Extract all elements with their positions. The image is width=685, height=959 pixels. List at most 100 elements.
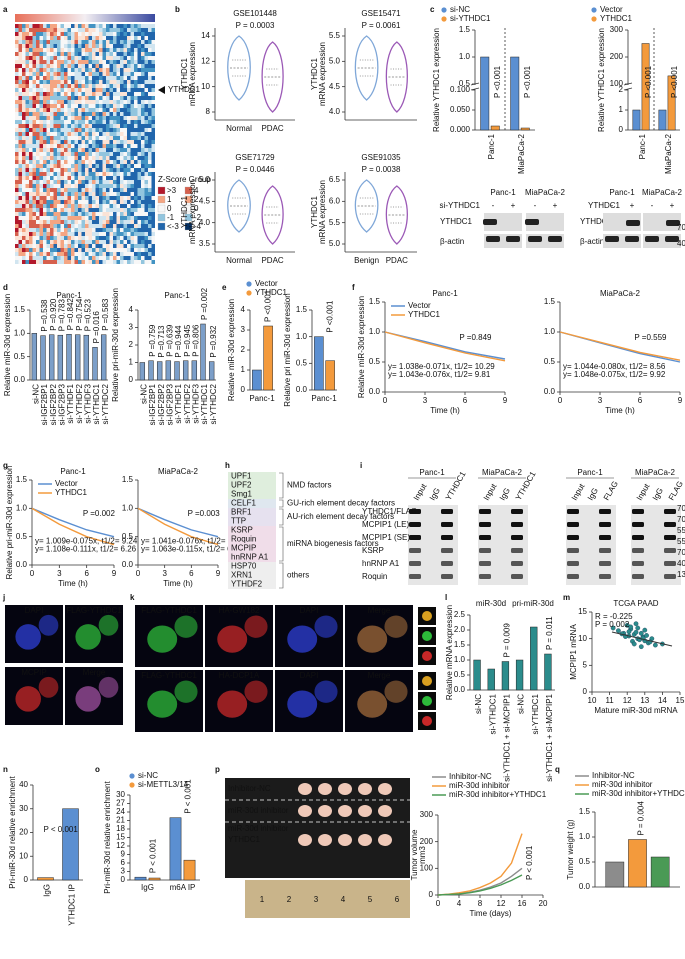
heatmap-cell (99, 136, 103, 140)
x-tick-label: 9 (503, 396, 508, 405)
heatmap-cell (85, 104, 89, 108)
inset-dot (422, 611, 432, 621)
heatmap-cell (116, 172, 120, 176)
heatmap-cell (39, 192, 43, 196)
tumor (338, 783, 352, 795)
heatmap-cell (60, 168, 64, 172)
heatmap-cell (43, 148, 47, 152)
heatmap-cell (15, 104, 19, 108)
heatmap-cell (81, 88, 85, 92)
heatmap-cell (67, 60, 71, 64)
x-axis-label: Time (h) (58, 579, 88, 588)
heatmap-cell (15, 236, 19, 240)
heatmap-cell (106, 24, 110, 28)
x-tick-label: si-NC (31, 384, 40, 404)
heatmap-cell (46, 64, 50, 68)
heatmap-cell (60, 136, 64, 140)
heatmap-cell (71, 52, 75, 56)
heatmap-cell (113, 72, 117, 76)
label: MiaPaCa-2 (635, 468, 676, 477)
heatmap-cell (32, 208, 36, 212)
y-axis-label: Relative YTHDC1 expression (432, 28, 441, 132)
heatmap-cell (25, 80, 29, 84)
heatmap-cell (53, 108, 57, 112)
plot-title: Panc-1 (56, 291, 82, 300)
heatmap-cell (109, 152, 113, 156)
p-value: P =0.639 (165, 324, 174, 357)
legend-label: si-NC (138, 771, 158, 780)
heatmap-cell (22, 224, 26, 228)
heatmap-cell (134, 72, 138, 76)
heatmap-cell (74, 196, 78, 200)
heatmap-cell (50, 128, 54, 132)
heatmap-cell (148, 88, 152, 92)
heatmap-cell (99, 68, 103, 72)
nucleus (357, 690, 388, 718)
label: HA-GW182 (219, 606, 260, 615)
heatmap-cell (127, 128, 131, 132)
heatmap-cell (29, 244, 33, 248)
heatmap-cell (18, 156, 22, 160)
heatmap-cell (106, 80, 110, 84)
heatmap-cell (102, 48, 106, 52)
heatmap-cell (67, 172, 71, 176)
heatmap-cell (85, 68, 89, 72)
heatmap-cell (130, 176, 134, 180)
label: Panc-1 (490, 188, 516, 197)
bar (48, 334, 55, 381)
heatmap-cell (74, 136, 78, 140)
heatmap-cell (127, 216, 131, 220)
heatmap-cell (123, 128, 127, 132)
heatmap-cell (74, 116, 78, 120)
heatmap-cell (116, 64, 120, 68)
heatmap-cell (113, 260, 117, 264)
legend-label: YTHDC1 (600, 14, 633, 23)
bar (83, 334, 90, 381)
heatmap-cell (92, 236, 96, 240)
heatmap-cell (95, 48, 99, 52)
heatmap-cell (32, 36, 36, 40)
heatmap-cell (95, 60, 99, 64)
heatmap-cell (141, 96, 145, 100)
heatmap-cell (57, 244, 61, 248)
heatmap-cell (109, 156, 113, 160)
heatmap-cell (109, 28, 113, 32)
heatmap-cell (36, 148, 40, 152)
heatmap-cell (95, 68, 99, 72)
heatmap-cell (113, 152, 117, 156)
heatmap-cell (148, 168, 152, 172)
y-axis-label: Tumor weight (g) (566, 819, 575, 880)
heatmap-cell (106, 236, 110, 240)
x-tick-label: si-NC (139, 384, 148, 404)
heatmap-cell (102, 208, 106, 212)
heatmap-cell (127, 64, 131, 68)
heatmap-cell (29, 260, 33, 264)
heatmap-cell (106, 148, 110, 152)
heatmap-cell (53, 60, 57, 64)
heatmap-cell (99, 60, 103, 64)
heatmap-cell (123, 252, 127, 256)
heatmap-cell (92, 52, 96, 56)
heatmap-cell (32, 68, 36, 72)
heatmap-cell (120, 124, 124, 128)
heatmap-cell (102, 188, 106, 192)
heatmap-cell (53, 96, 57, 100)
violin (261, 185, 284, 245)
inset-dot (422, 696, 432, 706)
bracket (279, 562, 284, 589)
heatmap-cell (25, 192, 29, 196)
heatmap-cell (64, 240, 68, 244)
heatmap-cell (74, 124, 78, 128)
heatmap-cell (134, 108, 138, 112)
heatmap-cell (36, 36, 40, 40)
y-tick-label: 4 (241, 305, 246, 314)
heatmap-cell (141, 68, 145, 72)
heatmap-cell (81, 224, 85, 228)
heatmap-cell (53, 120, 57, 124)
heatmap-cell (127, 204, 131, 208)
heatmap-cell (148, 116, 152, 120)
heatmap-cell (92, 148, 96, 152)
heatmap-cell (116, 40, 120, 44)
heatmap-cell (57, 220, 61, 224)
heatmap-cell (18, 88, 22, 92)
